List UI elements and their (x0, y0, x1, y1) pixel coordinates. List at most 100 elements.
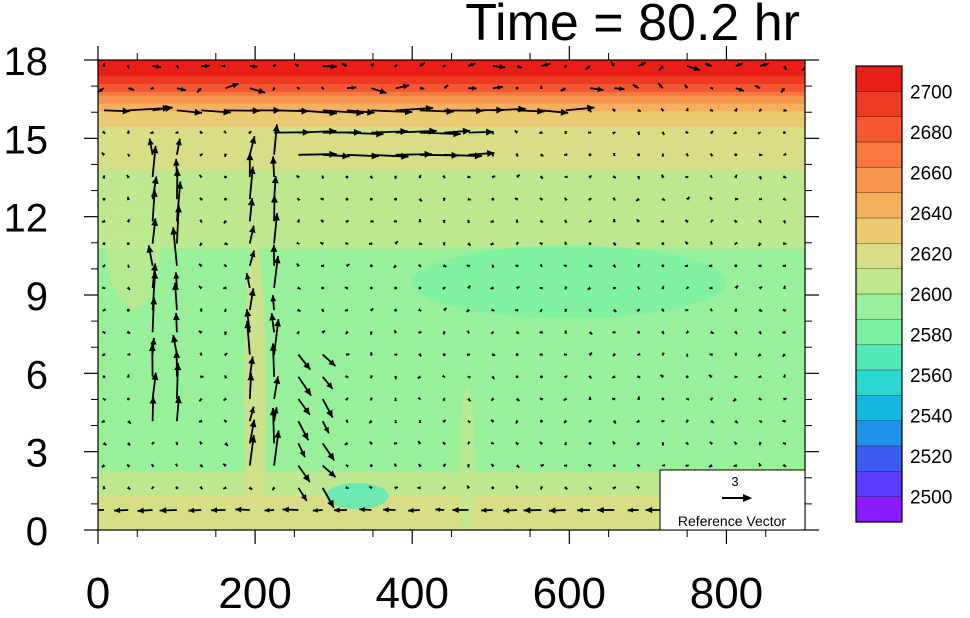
wind-vector (491, 264, 495, 268)
wind-vector (637, 352, 641, 356)
wind-vector (685, 397, 690, 401)
wind-vector (269, 407, 277, 444)
wind-vector (661, 264, 665, 268)
field-band (98, 325, 805, 331)
wind-vector (296, 330, 300, 335)
wind-vector (175, 138, 182, 155)
wind-vector (661, 174, 665, 179)
wind-vector (807, 376, 810, 379)
wind-vector (270, 195, 278, 222)
field-band (98, 380, 805, 386)
wind-vector (588, 396, 592, 400)
wind-vector (321, 286, 325, 290)
wind-vector (199, 153, 204, 157)
wind-vector (273, 430, 282, 466)
colorbar-swatch (856, 471, 902, 497)
wind-vector (442, 307, 448, 312)
wind-vector (637, 108, 642, 113)
field-band (98, 517, 805, 523)
wind-vector (757, 242, 762, 247)
field-band (98, 502, 805, 507)
wind-vector (248, 225, 256, 244)
wind-vector (345, 463, 350, 468)
reference-vector-label: Reference Vector (678, 513, 787, 529)
colorbar-swatch (856, 420, 902, 447)
wind-vector (192, 530, 201, 535)
wind-vector (393, 264, 398, 269)
wind-vector (145, 530, 153, 534)
wind-vector (515, 330, 520, 335)
wind-vector (321, 420, 330, 434)
wind-vector (151, 372, 159, 400)
wind-vector (503, 507, 518, 514)
x-tick-label: 400 (376, 569, 449, 618)
wind-vector (466, 285, 472, 290)
wind-vector (321, 329, 326, 334)
field-band (98, 169, 805, 175)
wind-vector (540, 486, 544, 490)
wind-vector (709, 152, 714, 157)
wind-vector (249, 87, 266, 94)
wind-vector (515, 241, 520, 246)
wind-vector (588, 219, 593, 223)
field-band (98, 337, 805, 343)
wind-vector (199, 219, 203, 223)
field-band (98, 220, 805, 225)
wind-vector (539, 241, 544, 246)
wind-vector (659, 374, 665, 379)
wind-vector (418, 197, 423, 203)
wind-vector (148, 343, 156, 377)
wind-vector (98, 87, 105, 93)
wind-vector (175, 64, 180, 69)
wind-vector (198, 419, 203, 423)
field-band (98, 227, 805, 233)
wind-vector (101, 219, 106, 223)
wind-vector (383, 507, 396, 513)
field-band (98, 345, 805, 351)
wind-vector (515, 353, 519, 356)
wind-vector (345, 197, 349, 201)
wind-vector (564, 175, 568, 179)
wind-vector (368, 241, 373, 246)
wind-vector (369, 331, 373, 335)
wind-vector (612, 241, 617, 246)
wind-vector (564, 153, 568, 156)
wind-vector (322, 152, 350, 160)
wind-vector (442, 174, 446, 179)
wind-vector (758, 197, 763, 201)
wind-vector (704, 62, 712, 67)
field-band (98, 431, 805, 437)
field-band (98, 474, 805, 480)
field-band (98, 408, 805, 413)
colorbar-label: 2700 (910, 82, 952, 103)
wind-vector (782, 308, 787, 313)
colorbar-swatch (856, 142, 902, 168)
x-axis: 0 200 400 600 800 (86, 46, 767, 618)
wind-vector (517, 107, 545, 115)
wind-vector (710, 419, 715, 424)
wind-vector (199, 485, 203, 490)
wind-vector (661, 285, 665, 290)
wind-vector (467, 175, 471, 179)
reference-vector-box: 3 Reference Vector (659, 469, 806, 531)
wind-vector (419, 61, 426, 67)
wind-vector (709, 174, 713, 179)
field-band (98, 388, 805, 394)
wind-vector (394, 397, 397, 401)
field-band (98, 110, 805, 116)
wind-vector (198, 285, 203, 290)
wind-vector (467, 397, 472, 402)
wind-vector (757, 131, 762, 135)
wind-vector (612, 218, 616, 223)
wind-vector (801, 65, 805, 71)
wind-vector (393, 329, 398, 334)
wind-vector (467, 242, 472, 247)
x-tick-label: 200 (218, 569, 291, 618)
wind-vector (126, 308, 130, 312)
wind-vector (174, 395, 182, 422)
wind-vector (418, 331, 422, 335)
wind-vector (222, 486, 227, 490)
wind-vector (417, 396, 422, 401)
wind-vector (297, 487, 308, 502)
wind-vector (101, 130, 106, 135)
